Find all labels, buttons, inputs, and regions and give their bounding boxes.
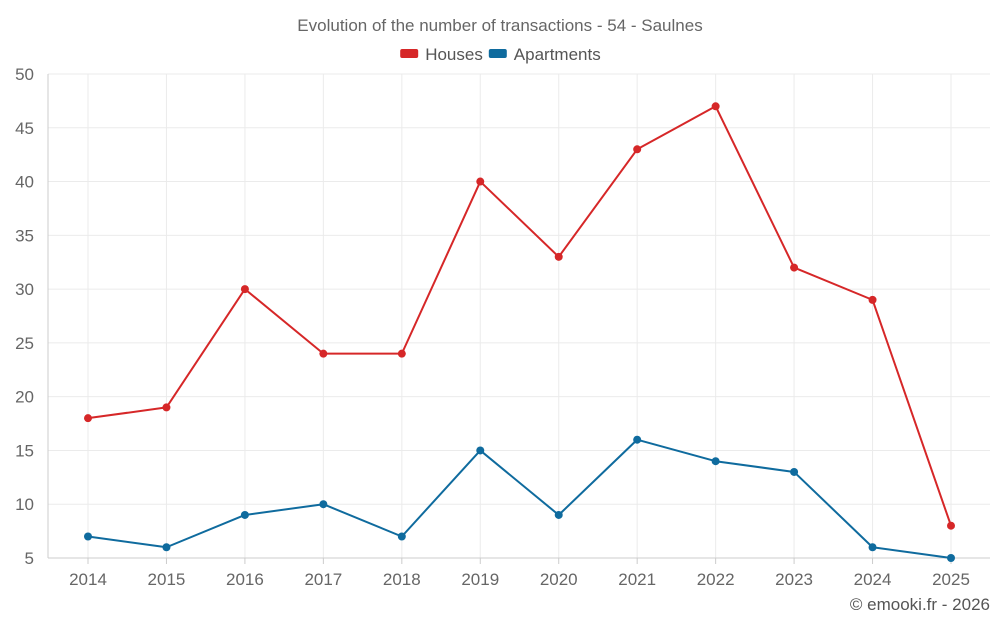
y-tick-label: 15 (15, 441, 34, 460)
series-line-apartments (87, 438, 952, 559)
x-tick-label: 2017 (304, 570, 342, 589)
legend-item-houses: Houses (400, 45, 483, 64)
x-tick-label: 2014 (69, 570, 107, 589)
legend-label-apartments: Apartments (514, 45, 601, 64)
data-point-apartments (554, 510, 563, 519)
data-point-houses (397, 349, 406, 358)
data-point-houses (790, 263, 799, 272)
data-point-apartments (711, 457, 720, 466)
x-tick-label: 2018 (383, 570, 421, 589)
data-point-houses (319, 349, 328, 358)
y-tick-label: 20 (15, 388, 34, 407)
data-point-houses (476, 177, 485, 186)
data-point-apartments (790, 467, 799, 476)
legend-label-houses: Houses (425, 45, 483, 64)
x-tick-label: 2023 (775, 570, 813, 589)
data-point-apartments (947, 554, 955, 562)
y-tick-label: 30 (15, 280, 34, 299)
series-layer (84, 102, 955, 562)
data-point-houses (947, 521, 955, 530)
legend-swatch-apartments (488, 49, 507, 58)
data-point-apartments (476, 446, 485, 455)
y-tick-label: 35 (15, 226, 34, 245)
x-tick-label: 2022 (697, 570, 735, 589)
data-point-houses (554, 252, 563, 261)
legend-item-apartments: Apartments (488, 45, 601, 64)
chart-title: Evolution of the number of transactions … (297, 16, 702, 35)
legend-swatch-houses (400, 49, 419, 58)
data-point-houses (868, 295, 877, 304)
y-tick-label: 10 (15, 495, 34, 514)
data-point-apartments (868, 543, 877, 552)
y-tick-label: 50 (15, 65, 34, 84)
data-point-apartments (319, 500, 328, 509)
grid (48, 73, 990, 558)
x-tick-label: 2020 (540, 570, 578, 589)
data-point-apartments (240, 510, 249, 519)
data-point-houses (633, 145, 642, 154)
credit-text: © emooki.fr - 2026 (849, 595, 990, 614)
x-tick-label: 2015 (148, 570, 186, 589)
x-tick-label: 2016 (226, 570, 264, 589)
y-tick-label: 5 (25, 549, 34, 568)
x-tick-label: 2025 (932, 570, 970, 589)
data-point-houses (240, 285, 249, 294)
data-point-houses (711, 102, 720, 111)
data-point-apartments (633, 435, 642, 444)
data-point-houses (84, 414, 92, 423)
x-tick-label: 2019 (461, 570, 499, 589)
y-tick-label: 40 (15, 173, 34, 192)
data-point-apartments (84, 532, 92, 541)
data-point-apartments (397, 532, 406, 541)
y-tick-label: 45 (15, 119, 34, 138)
legend: Houses Apartments (400, 45, 601, 64)
data-point-apartments (162, 543, 171, 552)
series-line-houses (87, 105, 952, 527)
x-tick-label: 2024 (854, 570, 892, 589)
y-tick-label: 25 (15, 334, 34, 353)
x-tick-label: 2021 (618, 570, 656, 589)
data-point-houses (162, 403, 171, 412)
